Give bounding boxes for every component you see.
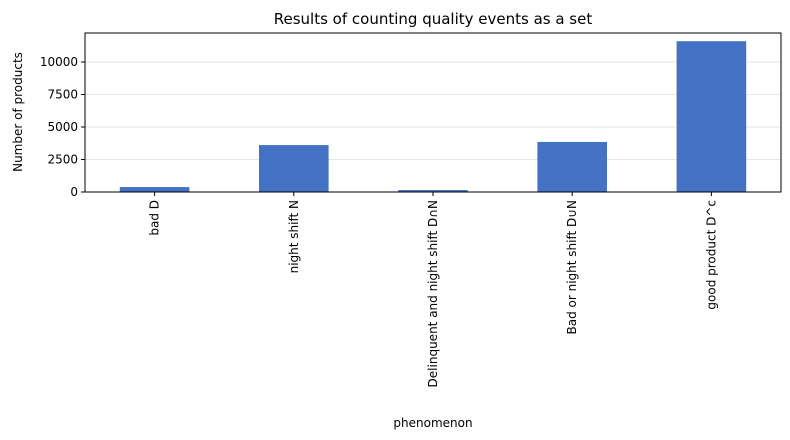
y-tick-label: 2500 (47, 152, 78, 166)
x-tick-label: night shift N (287, 200, 301, 273)
bar (398, 190, 468, 192)
x-axis-label: phenomenon (393, 416, 472, 430)
bar (537, 141, 607, 192)
x-tick-label: Bad or night shift D∪N (565, 200, 579, 335)
bar (676, 41, 747, 192)
y-tick-label: 7500 (47, 87, 78, 101)
plot-frame (84, 32, 782, 193)
x-tick-label: bad D (148, 200, 162, 236)
chart-title: Results of counting quality events as a … (274, 10, 593, 28)
bar (119, 187, 190, 192)
y-axis-label: Number of products (11, 52, 25, 172)
y-tick-label: 0 (70, 185, 78, 199)
y-tick-label: 5000 (47, 120, 78, 134)
x-tick-label: Delinquent and night shift D∩N (426, 200, 440, 387)
x-tick-label: good product D^c (704, 200, 718, 310)
y-tick-label: 10000 (40, 55, 78, 69)
bar (259, 145, 329, 192)
